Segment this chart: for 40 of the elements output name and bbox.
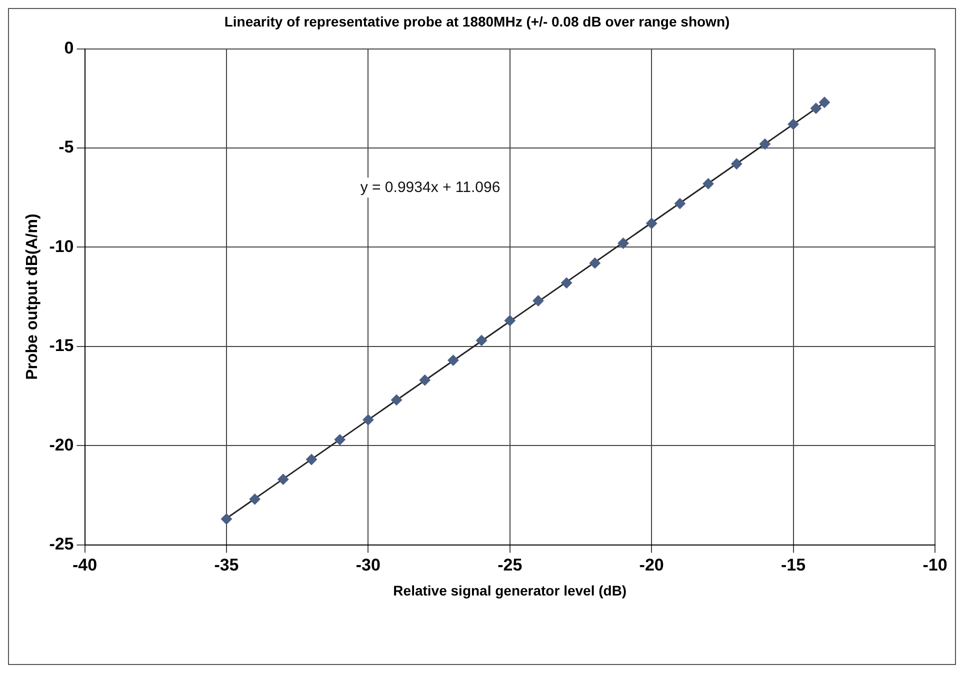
point [731, 158, 742, 170]
y-tick-label: 0 [64, 38, 74, 58]
point [419, 374, 430, 386]
point [618, 238, 629, 249]
point [249, 494, 260, 505]
point [532, 295, 544, 306]
x-axis-title: Relative signal generator level (dB) [393, 582, 627, 598]
point [391, 394, 402, 406]
point [306, 454, 317, 465]
point [504, 315, 516, 326]
point [702, 178, 714, 190]
point [476, 334, 488, 346]
x-tick-label: -10 [922, 556, 948, 575]
point [646, 218, 658, 229]
x-tick-label: -30 [356, 556, 380, 575]
point [759, 138, 770, 150]
point [278, 474, 289, 485]
y-tick-label: -10 [49, 236, 74, 256]
y-tick-label: -25 [49, 534, 74, 554]
y-tick-label: -20 [49, 435, 74, 454]
point [362, 414, 374, 426]
x-tick-label: -20 [639, 556, 664, 575]
point [220, 514, 232, 525]
point [788, 118, 799, 130]
x-tick-label: -40 [72, 556, 98, 575]
y-tick-label: -5 [58, 138, 74, 157]
y-axis-title: Probe output dB(A/m) [24, 214, 42, 380]
point [448, 354, 459, 366]
point [589, 258, 600, 269]
chart-title: Linearity of representative probe at 1880MHz (+/- 0.08 dB over range shown) [224, 13, 730, 30]
x-tick-label: -25 [498, 556, 522, 575]
point [810, 102, 822, 114]
x-tick-label: -35 [214, 556, 239, 575]
y-tick-label: -15 [49, 336, 74, 356]
point [818, 96, 830, 108]
point [334, 434, 346, 446]
point [561, 277, 572, 288]
point [674, 198, 686, 210]
x-tick-label: -15 [781, 556, 806, 575]
annotation: y = 0.9934x + 11.096 [360, 178, 500, 196]
